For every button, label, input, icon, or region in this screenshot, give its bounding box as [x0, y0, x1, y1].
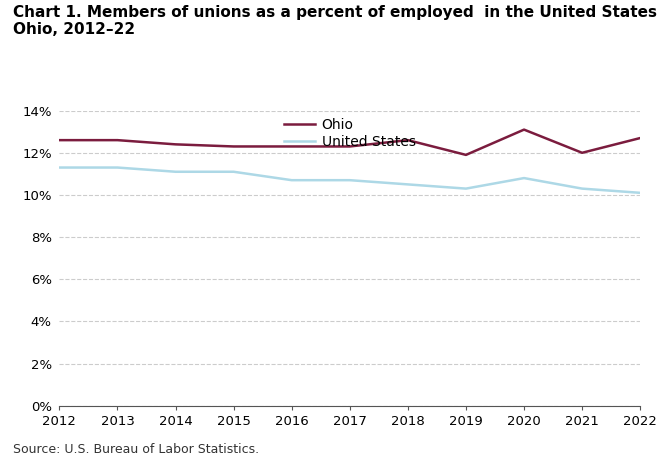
- Ohio: [230, 144, 238, 149]
- Line: Ohio: Ohio: [59, 130, 640, 155]
- Ohio: [288, 144, 296, 149]
- Line: United States: United States: [59, 167, 640, 193]
- Ohio: [520, 127, 528, 132]
- Ohio: [114, 137, 121, 143]
- Ohio: [404, 137, 412, 143]
- Text: Source: U.S. Bureau of Labor Statistics.: Source: U.S. Bureau of Labor Statistics.: [13, 443, 259, 456]
- United States: [346, 177, 354, 183]
- United States: [288, 177, 296, 183]
- United States: [114, 165, 121, 170]
- Text: Chart 1. Members of unions as a percent of employed  in the United States and
Oh: Chart 1. Members of unions as a percent …: [13, 5, 660, 37]
- United States: [520, 175, 528, 181]
- Ohio: [462, 152, 470, 158]
- United States: [636, 190, 644, 195]
- Ohio: [636, 135, 644, 141]
- Ohio: [55, 137, 63, 143]
- United States: [578, 186, 586, 191]
- United States: [230, 169, 238, 175]
- Ohio: [578, 150, 586, 155]
- Legend: Ohio, United States: Ohio, United States: [284, 118, 416, 149]
- United States: [172, 169, 180, 175]
- United States: [404, 182, 412, 187]
- Ohio: [346, 144, 354, 149]
- Ohio: [172, 142, 180, 147]
- United States: [462, 186, 470, 191]
- United States: [55, 165, 63, 170]
